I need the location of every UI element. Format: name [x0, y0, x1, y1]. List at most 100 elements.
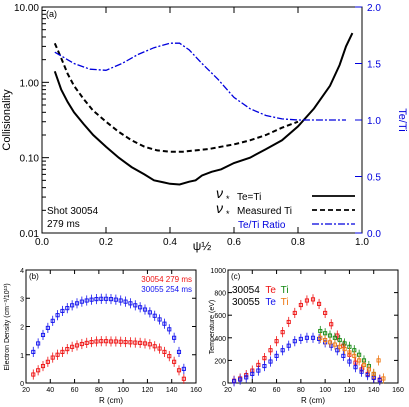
legend-text-1: Te=Ti: [237, 192, 261, 203]
panel-b-series-1-point: [172, 359, 177, 364]
panel-b-series-1-point: [167, 354, 172, 359]
panel-c-legend-row-2: 30055 Te Ti: [232, 297, 289, 308]
panel-c-series-4-point: [352, 353, 357, 358]
panel-b-series-1-point: [142, 341, 148, 346]
panel-b-xtick-label: 60: [71, 387, 79, 394]
panel-b-series-1-point: [147, 342, 152, 347]
panel-b-series-1-point: [181, 376, 186, 381]
panel-c-xtick-label: 100: [319, 387, 331, 394]
panel-c-series-2-point: [337, 338, 342, 343]
panel-a-annotation-line1: Shot 30054: [47, 206, 99, 217]
panel-b-xtick-label: 140: [166, 387, 178, 394]
panel-a-ytick-label: 0.10: [20, 154, 40, 165]
panel-c-xlabel: R (cm): [301, 396, 325, 405]
panel-c-label: (c): [231, 272, 241, 281]
panel-c-series-4-point: [357, 358, 362, 363]
panel-c-xtick-label: 160: [392, 387, 404, 394]
panel-c-series-4-point: [327, 340, 333, 345]
panel-b-xtick-label: 20: [22, 387, 30, 394]
panel-b-series-2-point: [104, 296, 109, 301]
panel-c-xtick-label: 60: [273, 387, 281, 394]
panel-b-ytick-label: 3: [20, 296, 24, 303]
panel-c-series-1-point: [298, 302, 303, 308]
panel-c-series-1-point: [292, 310, 297, 315]
panel-c-xtick-label: 140: [368, 387, 380, 394]
panel-c-series-4-point: [318, 335, 323, 340]
panel-c-series-3-point: [353, 365, 358, 370]
panel-b-series-2-point: [50, 318, 55, 323]
panel-b-series-2-point: [55, 313, 60, 318]
panel-b-series-2-point: [40, 332, 46, 338]
panel-b-series-2-point: [167, 327, 172, 332]
panel-b-series-2-point: [162, 321, 167, 326]
panel-b-xtick-label: 100: [117, 387, 129, 394]
panel-c-xtick-label: 40: [248, 387, 256, 394]
panel-b-series-1-point: [113, 339, 118, 344]
panel-c-ytick-label: 200: [214, 358, 226, 365]
panel-b-series-1-point: [60, 349, 65, 354]
panel-c-series-1-point: [323, 310, 328, 315]
panel-c-ytick-label: 400: [214, 336, 226, 343]
panel-b-ytick-label: 2: [20, 325, 24, 332]
panel-c-series-4-point: [332, 342, 337, 347]
panel-c-legend-te-2: Te: [265, 297, 276, 308]
panel-b-series-2-point: [65, 306, 70, 311]
panel-a-y2tick-label: 1.0: [367, 116, 381, 127]
panel-b-series-2-point: [74, 301, 80, 306]
panel-a-xlabel: ψ½: [193, 239, 212, 253]
panel-c-series-1-point: [329, 322, 334, 327]
panel-b-series-2-point: [147, 310, 152, 315]
panel-a-y2tick-label: 1.5: [367, 60, 381, 71]
panel-c-series-4-point: [361, 362, 367, 367]
panel-a: (a) Shot 30054 279 ms Collisionality Te/…: [1, 3, 408, 253]
panel-c-series-3-point: [298, 336, 303, 341]
panel-c-series-3-point: [365, 373, 370, 378]
panel-b-series-1-point: [65, 347, 70, 352]
legend-nu-symbol-1: ν: [216, 185, 223, 201]
panel-b-series-2-point: [142, 307, 148, 312]
panel-c-series-3-point: [280, 348, 285, 353]
panel-c-series-4-point: [323, 338, 328, 343]
panel-c-legend-ti-1: Ti: [281, 285, 289, 296]
panel-c-series-4-point: [366, 367, 371, 372]
panel-a-series-line-2: [53, 42, 299, 153]
panel-c-ytick-label: 1000: [210, 268, 226, 275]
panel-c-plot-frame: [227, 269, 399, 384]
legend-nu-star-1: *: [226, 194, 230, 204]
panel-b-series-2-point: [108, 297, 114, 302]
legend-nu-star-2: *: [226, 209, 230, 219]
panel-b-series-1-point: [36, 368, 41, 373]
panel-c-series-4-point: [371, 371, 376, 377]
panel-a-xtick-label: 0.6: [227, 237, 241, 248]
panel-c-series-1-point: [304, 298, 309, 303]
panel-a-xtick-label: 0.2: [99, 237, 113, 248]
panel-a-legend: ν * Te=Ti ν * Measured Ti Te/Ti Ratio: [216, 185, 355, 231]
panel-b-ytick-label: 1: [20, 353, 24, 360]
panel-b-series-2-point: [84, 298, 89, 303]
panel-c-series-3-point: [250, 371, 255, 377]
panel-c-series-3-point: [347, 359, 352, 364]
panel-b-series-2-point: [60, 308, 65, 314]
panel-b-series-2-point: [128, 301, 133, 306]
legend-text-2: Measured Ti: [237, 206, 292, 217]
panel-c-series-2-point: [323, 331, 328, 336]
legend-text-3: Te/Ti Ratio: [238, 220, 286, 231]
panel-c-ytick-label: 800: [214, 291, 226, 298]
panel-b-series-1-point: [157, 346, 162, 351]
panel-c-legend-row-1: 30054 Te Ti: [232, 285, 289, 296]
panel-b-series-1-point: [31, 372, 36, 377]
panel-a-xtick-label: 0.8: [291, 237, 305, 248]
panel-b-series-2-point: [157, 317, 162, 322]
panel-a-label: (a): [46, 9, 57, 19]
panel-c-series-3-point: [244, 375, 249, 380]
panel-a-y2tick-label: 2.0: [367, 3, 381, 14]
panel-b-series-1-point: [118, 339, 123, 344]
panel-b-series-2-point: [113, 297, 118, 302]
panel-c-series-3-point: [286, 343, 291, 348]
panel-b-series-2-point: [118, 298, 123, 303]
panel-c-series-2-point: [327, 333, 333, 338]
panel-b-series-1-point: [162, 349, 167, 354]
panel-c-legend-ti-2: Ti: [281, 297, 289, 308]
panel-c-series-1-point: [335, 333, 340, 338]
